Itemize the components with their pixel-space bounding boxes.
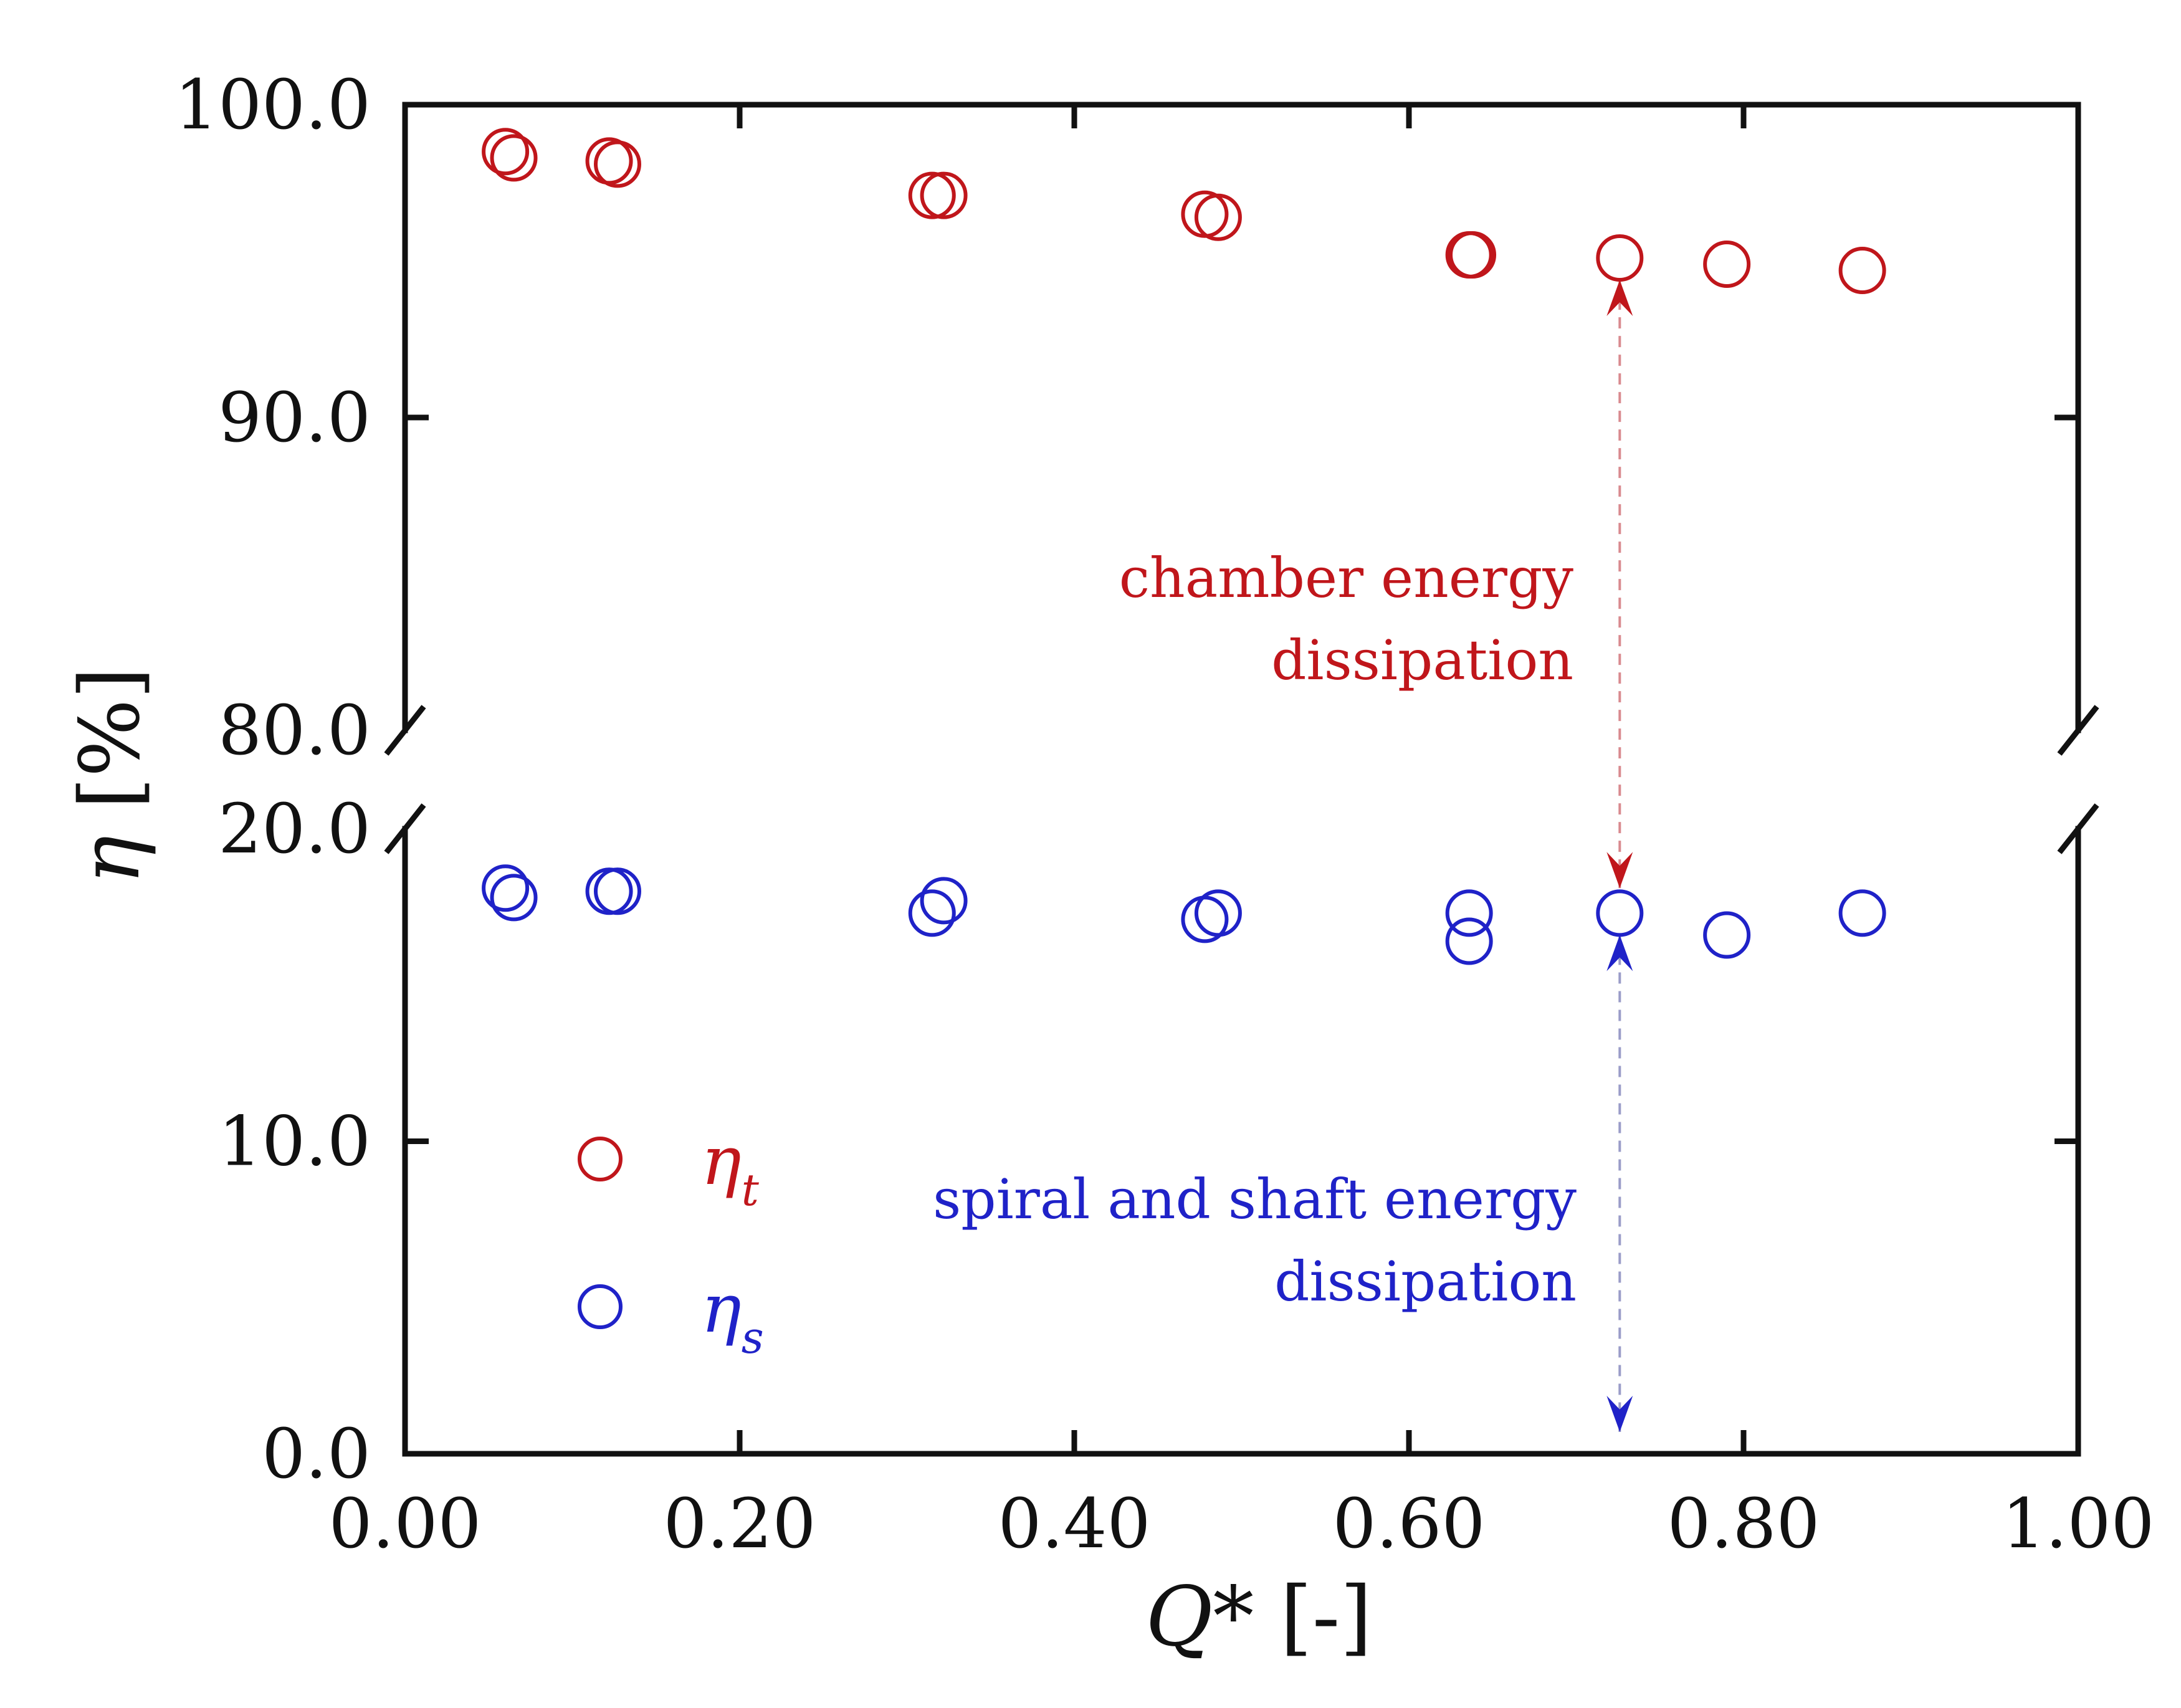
legend-subscript: s <box>742 1312 764 1363</box>
y-tick-label: 0.0 <box>262 1414 371 1494</box>
data-point-s <box>1596 889 1644 937</box>
legend-label-t: ηt <box>701 1122 760 1216</box>
y-axis-title-unit: [%] <box>62 667 158 835</box>
data-point-s <box>490 874 538 922</box>
data-point-t <box>1703 241 1751 289</box>
data-point-s <box>908 889 956 937</box>
legend-label-s: ηs <box>701 1270 764 1363</box>
annotation-text-line: dissipation <box>1274 1249 1577 1314</box>
data-point-s <box>1445 889 1493 937</box>
data-point-t <box>1449 231 1497 279</box>
y-tick-label: 10.0 <box>218 1102 371 1181</box>
data-point-s <box>1194 889 1242 937</box>
data-point-t <box>1838 247 1886 295</box>
data-point-t <box>593 140 641 188</box>
x-axis-title: Q* [-] <box>1145 1569 1372 1665</box>
tick-labels: 0.00 0.20 0.40 0.60 0.80 1.00 100.0 90.0 80.0 20.… <box>174 65 2154 1563</box>
legend-marker-s <box>578 1284 623 1329</box>
annotation-text-line: dissipation <box>1271 628 1573 692</box>
axis-break-right-upper <box>2057 705 2099 756</box>
data-point-t <box>920 171 968 219</box>
legend-symbol: η <box>701 1122 742 1200</box>
x-tick-label: 0.20 <box>664 1484 816 1563</box>
data-point-s <box>1838 889 1886 937</box>
y-axis-title: η [%] <box>62 667 158 884</box>
annotations: chamber energy dissipation spiral and shaf… <box>933 546 1577 1314</box>
data-point-s <box>593 867 641 915</box>
x-tick-label: 0.40 <box>998 1484 1151 1563</box>
data-point-t <box>1596 234 1644 282</box>
annotation-arrowhead-end <box>1606 1395 1633 1432</box>
axis-break-left-upper <box>384 705 426 756</box>
data-point-s <box>1445 917 1493 965</box>
x-tick-label: 0.80 <box>1668 1484 1820 1563</box>
data-points <box>482 128 1886 965</box>
data-point-s <box>482 864 530 912</box>
annotation-arrowhead-start <box>1606 280 1633 317</box>
axis-break-left-lower <box>384 803 426 854</box>
y-tick-label: 100.0 <box>174 65 371 145</box>
legend-symbol: η <box>701 1270 742 1348</box>
x-tick-label: 0.60 <box>1333 1484 1486 1563</box>
data-point-t <box>482 128 530 176</box>
legend-marker-t <box>578 1137 623 1181</box>
annotation-arrowhead-start <box>1606 935 1633 971</box>
data-point-t <box>1194 193 1242 241</box>
x-tick-label: 1.00 <box>2002 1484 2155 1563</box>
legend-subscript: t <box>742 1165 760 1216</box>
data-point-t <box>908 171 956 219</box>
data-point-t <box>490 134 538 182</box>
annotation-arrows <box>1606 280 1633 1432</box>
axis-break-right-lower <box>2057 803 2099 854</box>
data-point-s <box>920 877 968 925</box>
x-tick-label: 0.00 <box>329 1484 482 1563</box>
data-point-s <box>1703 911 1751 959</box>
y-tick-label: 20.0 <box>218 789 371 869</box>
x-axis-title-unit: * [-] <box>1213 1569 1372 1665</box>
annotation-text-line: spiral and shaft energy <box>933 1167 1577 1231</box>
axis-ticks <box>405 105 2078 1454</box>
annotation-text-line: chamber energy <box>1119 546 1574 610</box>
y-tick-label: 90.0 <box>218 378 371 457</box>
x-axis-title-variable: Q <box>1145 1569 1213 1665</box>
annotation-arrowhead-end <box>1606 852 1633 889</box>
y-tick-label: 80.0 <box>218 690 371 770</box>
y-axis-title-symbol: η <box>62 836 158 885</box>
